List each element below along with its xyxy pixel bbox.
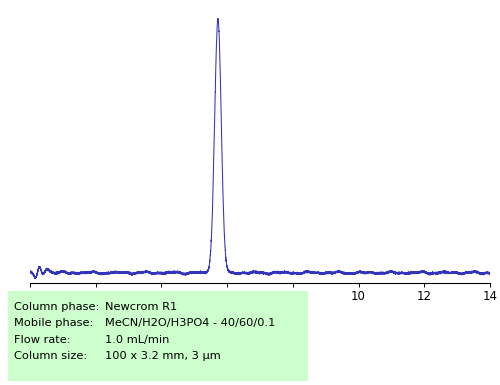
Text: Column size:: Column size: (14, 351, 87, 361)
Text: 1.0 mL/min: 1.0 mL/min (105, 335, 170, 345)
Text: Newcrom R1: Newcrom R1 (105, 302, 177, 312)
Text: Column phase:: Column phase: (14, 302, 99, 312)
Text: MeCN/H2O/H3PO4 - 40/60/0.1: MeCN/H2O/H3PO4 - 40/60/0.1 (105, 318, 276, 328)
Text: Mobile phase:: Mobile phase: (14, 318, 93, 328)
Text: Flow rate:: Flow rate: (14, 335, 70, 345)
Text: 100 x 3.2 mm, 3 μm: 100 x 3.2 mm, 3 μm (105, 351, 221, 361)
